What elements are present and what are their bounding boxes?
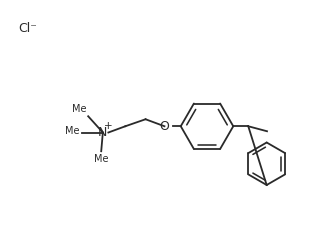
Text: Cl⁻: Cl⁻ [18,22,37,35]
Text: Me: Me [72,104,87,114]
Text: O: O [159,120,169,133]
Text: Me: Me [65,126,79,136]
Text: +: + [104,121,113,131]
Text: N: N [97,126,107,139]
Text: Me: Me [94,154,109,164]
